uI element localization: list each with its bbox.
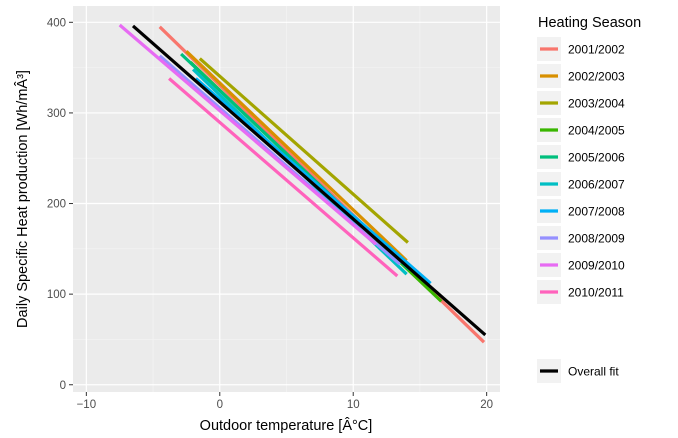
legend-label: 2006/2007 <box>568 178 625 192</box>
series-line <box>168 77 399 278</box>
legend-label: 2008/2009 <box>568 232 625 246</box>
y-tick-label: 400 <box>47 17 66 29</box>
legend-overall-fit: Overall fit <box>537 359 619 383</box>
y-tick-label: 300 <box>47 108 66 120</box>
overall-fit-line <box>131 24 487 337</box>
legend-label: 2004/2005 <box>568 124 625 138</box>
legend-label: 2003/2004 <box>568 97 625 111</box>
legend-items: 2001/2002 2002/2003 2003/2004 2004/2005 2005… <box>537 37 625 304</box>
x-axis: −10 0 10 20 <box>77 392 493 411</box>
x-tick-label: −10 <box>77 399 97 411</box>
legend-label: Overall fit <box>568 365 619 379</box>
y-tick-label: 0 <box>60 380 66 392</box>
series-line <box>194 77 432 285</box>
series-line <box>185 50 408 262</box>
y-tick-label: 200 <box>47 199 66 211</box>
legend-title: Heating Season <box>538 15 641 31</box>
x-tick-label: 20 <box>480 399 493 411</box>
legend-label: 2002/2003 <box>568 70 625 84</box>
legend-label: 2010/2011 <box>568 286 624 300</box>
legend-label: 2001/2002 <box>568 43 625 57</box>
legend-label: 2007/2008 <box>568 205 625 219</box>
x-tick-label: 10 <box>347 399 360 411</box>
legend: Heating Season 2001/2002 2002/2003 2003/20… <box>537 15 641 383</box>
y-axis: 0 100 200 300 400 <box>47 17 73 392</box>
x-tick-label: 0 <box>217 399 223 411</box>
series-lines <box>118 23 487 344</box>
series-line <box>198 57 409 244</box>
x-axis-title: Outdoor temperature [Â°C] <box>200 417 373 434</box>
series-line <box>118 23 377 246</box>
legend-label: 2005/2006 <box>568 151 625 165</box>
legend-label: 2009/2010 <box>568 259 625 273</box>
grid-major <box>73 6 500 392</box>
y-tick-label: 100 <box>47 289 66 301</box>
y-axis-title: Daily Specific Heat production [Wh/mÂ³] <box>14 70 31 328</box>
